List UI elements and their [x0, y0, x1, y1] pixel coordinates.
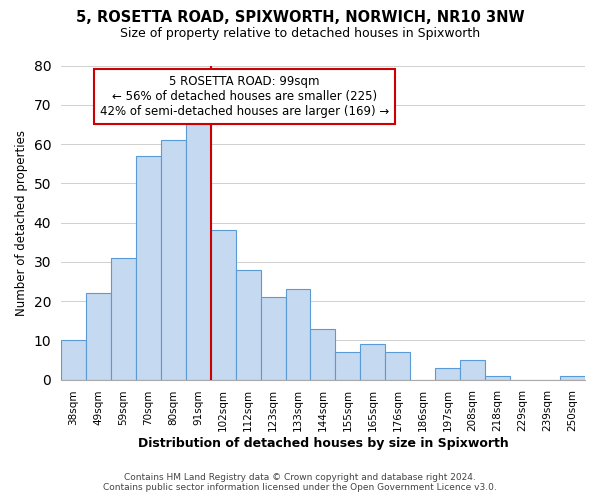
Bar — [161, 140, 185, 380]
Text: Size of property relative to detached houses in Spixworth: Size of property relative to detached ho… — [120, 28, 480, 40]
Bar — [485, 376, 510, 380]
Bar — [310, 328, 335, 380]
Bar — [335, 352, 361, 380]
X-axis label: Distribution of detached houses by size in Spixworth: Distribution of detached houses by size … — [137, 437, 508, 450]
Text: 5 ROSETTA ROAD: 99sqm
← 56% of detached houses are smaller (225)
42% of semi-det: 5 ROSETTA ROAD: 99sqm ← 56% of detached … — [100, 75, 389, 118]
Text: 5, ROSETTA ROAD, SPIXWORTH, NORWICH, NR10 3NW: 5, ROSETTA ROAD, SPIXWORTH, NORWICH, NR1… — [76, 10, 524, 25]
Bar — [86, 293, 111, 380]
Bar — [435, 368, 460, 380]
Bar — [260, 297, 286, 380]
Bar — [560, 376, 585, 380]
Bar — [61, 340, 86, 380]
Bar — [286, 290, 310, 380]
Text: Contains HM Land Registry data © Crown copyright and database right 2024.
Contai: Contains HM Land Registry data © Crown c… — [103, 473, 497, 492]
Bar — [361, 344, 385, 380]
Bar — [236, 270, 260, 380]
Bar — [460, 360, 485, 380]
Bar — [211, 230, 236, 380]
Bar — [136, 156, 161, 380]
Y-axis label: Number of detached properties: Number of detached properties — [15, 130, 28, 316]
Bar — [185, 124, 211, 380]
Bar — [111, 258, 136, 380]
Bar — [385, 352, 410, 380]
